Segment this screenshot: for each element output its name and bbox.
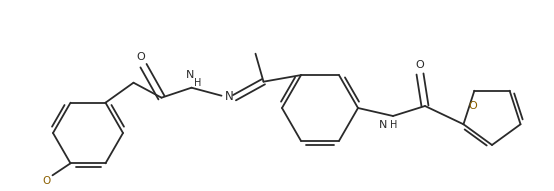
Text: N: N <box>224 90 233 103</box>
Text: H: H <box>193 78 201 88</box>
Text: O: O <box>416 60 424 70</box>
Text: N: N <box>379 120 387 130</box>
Text: O: O <box>42 176 50 186</box>
Text: N: N <box>186 70 194 80</box>
Text: O: O <box>136 52 145 62</box>
Text: H: H <box>390 120 397 130</box>
Text: O: O <box>468 101 477 111</box>
